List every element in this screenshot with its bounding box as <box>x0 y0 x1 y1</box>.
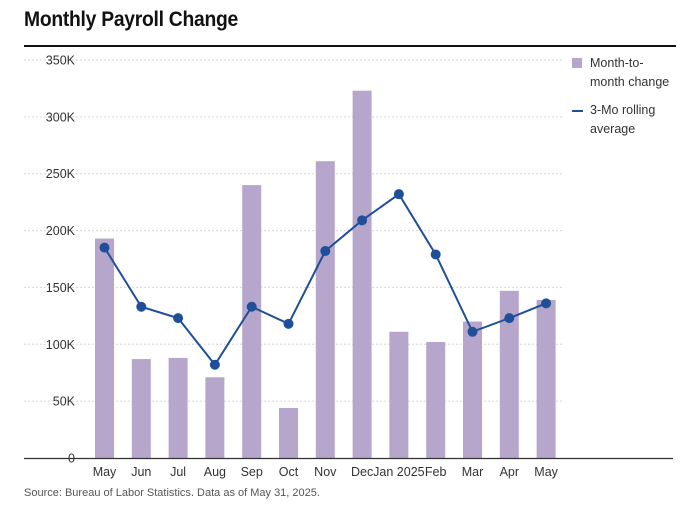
bar <box>536 299 556 458</box>
bar <box>95 238 114 458</box>
bar <box>426 342 446 458</box>
x-tick-label: Feb <box>425 465 447 479</box>
legend-swatch-line <box>572 110 583 112</box>
y-tick-label: 100K <box>46 338 76 352</box>
legend-item-bars: Month-to- month change <box>572 54 692 92</box>
x-tick-label: Nov <box>314 465 337 479</box>
y-tick-label: 200K <box>46 224 76 238</box>
bar <box>131 359 151 458</box>
x-tick-label: May <box>93 465 117 479</box>
rolling-average-point <box>136 301 147 312</box>
bar <box>315 161 335 458</box>
x-tick-label: Jun <box>131 465 151 479</box>
rolling-average-point <box>209 359 220 370</box>
x-tick-label: Aug <box>204 465 226 479</box>
legend-swatch-bar <box>572 58 582 68</box>
bar <box>463 321 482 458</box>
rolling-average-point <box>173 313 184 324</box>
bar <box>168 357 188 458</box>
bar <box>205 377 225 458</box>
y-tick-label: 150K <box>46 281 76 295</box>
rolling-average-point <box>246 301 257 312</box>
x-tick-label: Dec <box>351 465 373 479</box>
rolling-average-point <box>99 242 110 253</box>
x-tick-label: Oct <box>279 465 299 479</box>
chart-title: Monthly Payroll Change <box>24 8 238 31</box>
x-tick-label: Sep <box>241 465 263 479</box>
rolling-average-point <box>357 215 368 226</box>
bar <box>389 331 409 458</box>
rolling-average-point <box>467 326 478 337</box>
x-tick-label: Jul <box>170 465 186 479</box>
y-tick-label: 50K <box>53 395 76 409</box>
bar <box>279 407 298 458</box>
title-rule <box>24 45 676 47</box>
legend-label-line: 3-Mo rolling average <box>590 103 656 136</box>
bar <box>352 90 372 459</box>
bar <box>499 290 519 458</box>
rolling-average-point <box>393 189 404 200</box>
rolling-average-point <box>430 249 441 260</box>
x-tick-label: Apr <box>500 465 519 479</box>
rolling-average-point <box>541 298 552 309</box>
x-tick-label: Mar <box>462 465 484 479</box>
y-tick-label: 300K <box>46 110 76 124</box>
y-tick-label: 350K <box>46 54 76 68</box>
x-tick-label: Jan 2025 <box>373 465 424 479</box>
y-tick-label: 250K <box>46 167 76 181</box>
chart-legend: Month-to- month change 3-Mo rolling aver… <box>572 54 692 148</box>
bar <box>242 185 262 459</box>
rolling-average-point <box>320 246 331 257</box>
rolling-average-point <box>283 318 294 329</box>
source-note: Source: Bureau of Labor Statistics. Data… <box>24 487 320 499</box>
legend-item-line: 3-Mo rolling average <box>572 101 692 139</box>
x-tick-label: May <box>534 465 558 479</box>
legend-label-bars: Month-to- month change <box>590 56 670 89</box>
rolling-average-point <box>504 313 515 324</box>
